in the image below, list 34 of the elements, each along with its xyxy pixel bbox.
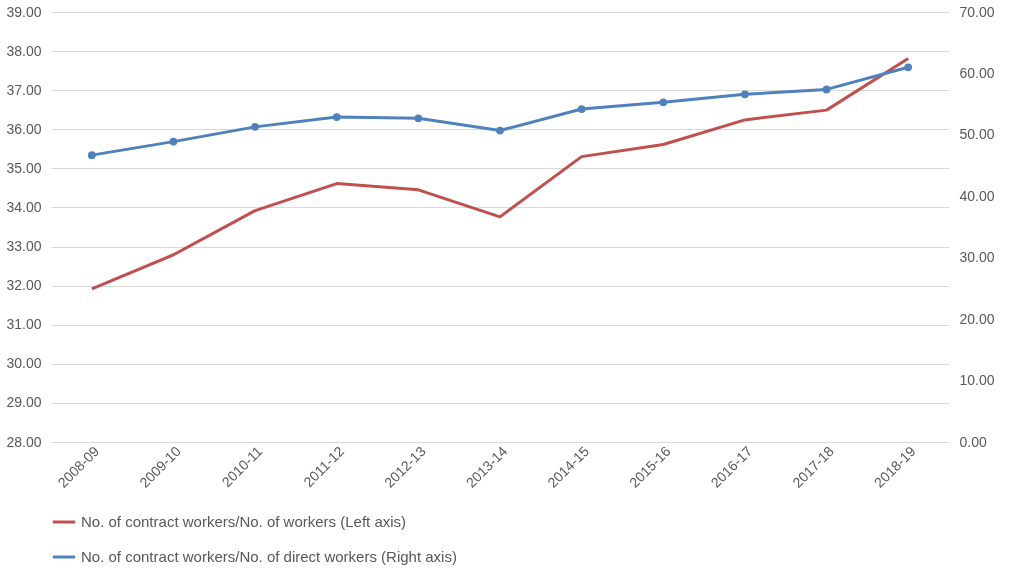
point — [251, 123, 259, 131]
point — [332, 113, 341, 121]
y2-tick-label: 30.00 — [959, 249, 995, 266]
y2-tick-label: 0.00 — [959, 433, 987, 450]
y-tick-label: 38.00 — [6, 42, 42, 59]
y-tick-label: 37.00 — [6, 81, 42, 98]
line-series — [90, 57, 910, 291]
y-tick-label: 33.00 — [6, 238, 42, 255]
point — [414, 114, 423, 123]
y-tick-label: 34.00 — [6, 198, 42, 215]
point — [822, 85, 831, 94]
y2-tick-label: 40.00 — [959, 187, 995, 204]
point — [496, 126, 504, 135]
y-tick-label: 29.00 — [6, 394, 42, 411]
y2-tick-label: 50.00 — [959, 126, 995, 143]
point — [659, 98, 668, 107]
point — [741, 90, 749, 99]
y2-tick-label: 60.00 — [959, 64, 995, 81]
legend-label: No. of contract workers/No. of direct workers (Right axis) — [81, 548, 457, 565]
point — [169, 137, 178, 146]
point — [87, 151, 96, 159]
y-tick-label: 31.00 — [6, 316, 42, 333]
legend-label: No. of contract workers/No. of workers (Left axis) — [81, 513, 407, 530]
point — [904, 63, 913, 72]
y-tick-label: 35.00 — [6, 159, 42, 176]
y-tick-label: 36.00 — [6, 120, 42, 137]
y-tick-label: 28.00 — [6, 433, 42, 450]
y-tick-label: 32.00 — [6, 277, 42, 294]
y2-tick-label: 10.00 — [959, 372, 995, 389]
y2-tick-label: 70.00 — [959, 3, 995, 20]
point — [577, 105, 586, 113]
y2-tick-label: 20.00 — [959, 310, 995, 327]
y-tick-label: 39.00 — [6, 3, 42, 20]
y-tick-label: 30.00 — [6, 355, 42, 372]
